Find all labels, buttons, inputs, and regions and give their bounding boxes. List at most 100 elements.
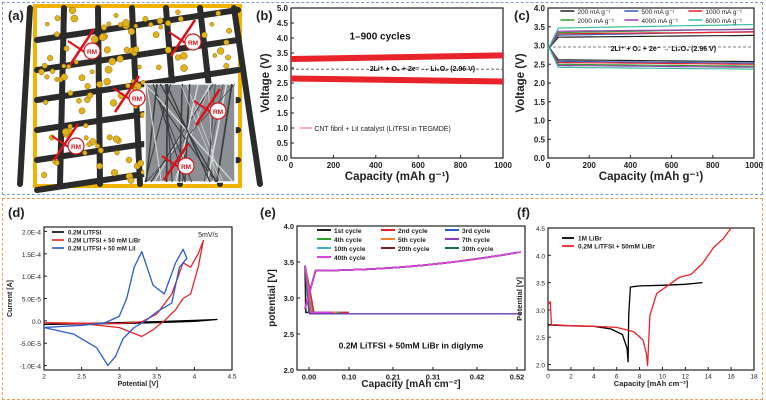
catalyst-particle (54, 15, 61, 22)
sem-fiber (207, 83, 215, 183)
y-tick-label: 3.5 (536, 281, 545, 288)
legend-label: 1st cycle (334, 228, 362, 235)
y-tick-label: 0.0 (32, 319, 41, 326)
redox-mediator-chain (169, 19, 197, 57)
y-tick-label: 2.0 (536, 363, 545, 370)
y-tick-label: 3.0 (284, 294, 294, 303)
panel-a: RM RM RM RM RM RM (17, 4, 263, 193)
series-discharge-0 (547, 45, 755, 63)
sem-fiber (216, 83, 233, 183)
y-tick-label: 2.5 (284, 330, 294, 339)
legend-label: 30th cycle (462, 246, 494, 253)
catalyst-particle (114, 150, 120, 156)
sem-fiber (146, 83, 162, 183)
sem-fiber (165, 83, 169, 183)
legend-label: 500 mA g⁻¹ (641, 9, 675, 16)
x-tick-label: 4 (592, 374, 596, 381)
x-tick-label: 3 (117, 374, 121, 381)
catalyst-particle (223, 39, 230, 46)
catalyst-particle (42, 99, 49, 105)
x-tick-label: 600 (412, 161, 426, 170)
y-tick-label: 1.5E-4 (22, 252, 42, 259)
y-tick-label: 1.0 (277, 124, 289, 133)
catalyst-particle (96, 81, 103, 88)
redox-mediator-chain (68, 28, 96, 66)
y-tick-label: 4.0 (277, 34, 289, 43)
catalyst-particle (137, 64, 142, 70)
y-tick-label: 4.0 (534, 4, 546, 13)
catalyst-particle (67, 90, 74, 96)
catalyst-particle (180, 52, 188, 60)
y-tick-label: 3.5 (277, 49, 289, 58)
charge-40th-cycle (304, 251, 522, 310)
x-tick-label: 14 (705, 374, 713, 381)
legend-label: 1000 mA g⁻¹ (705, 9, 743, 16)
x-tick-label: 0.52 (510, 373, 525, 382)
catalyst-particle (201, 31, 208, 39)
catalyst-particle (142, 16, 149, 22)
series-band-charge (290, 52, 504, 62)
y-tick-label: 5.0E-5 (22, 297, 42, 304)
cycles-annotation: 1–900 cycles (349, 32, 411, 43)
catalyst-particle (223, 62, 230, 69)
x-tick-label: 400 (624, 161, 638, 170)
sem-fiber (145, 83, 158, 183)
catalyst-particle (47, 55, 54, 62)
x-tick-label: 800 (454, 161, 468, 170)
x-tick-label: 4 (193, 374, 197, 381)
sem-fiber (186, 83, 224, 183)
y-tick-label: 1.0 (534, 117, 546, 126)
redox-mediator-bubble (177, 157, 195, 175)
x-tick-label: 0.00 (302, 373, 317, 382)
catalyst-particle (112, 135, 120, 143)
catalyst-particle (175, 9, 181, 15)
catalyst-particle (156, 17, 164, 25)
catalyst-particle (98, 33, 107, 42)
catalyst-particle (174, 54, 182, 61)
catalyst-particle (82, 150, 88, 156)
y-tick-label: 4.5 (277, 19, 289, 28)
series-1 (547, 227, 732, 367)
y-axis-label: Current [A] (7, 280, 14, 317)
y-tick-label: 2.0 (277, 94, 289, 103)
cv-series-2 (43, 248, 188, 367)
legend-label: 10th cycle (334, 246, 366, 253)
series-discharge-5 (547, 45, 755, 70)
y-tick-label: 3.5 (284, 258, 294, 267)
y-axis-label: Voltage (V) (260, 53, 272, 112)
y-tick-label: 1.5 (534, 98, 546, 107)
legend-label: 4000 mA g⁻¹ (641, 18, 679, 25)
x-axis-label: Capacity [mAh cm⁻²] (614, 379, 689, 388)
catalyst-particle (76, 98, 82, 104)
catalyst-particle (109, 99, 118, 107)
catalyst-particle (89, 69, 95, 75)
redox-mediator-marks: RM RM RM RM RM RM (51, 19, 227, 181)
sem-fibers (144, 83, 236, 183)
redox-mediator-bubble (209, 102, 227, 120)
y-tick-label: -5.0E-5 (20, 341, 42, 348)
chart-d: 2 2.5 3 3.5 4 4.5 -1.0E-4 -5.0E-5 0.0 5.0E-5 1.0E-… (7, 226, 237, 388)
catalyst-particle (132, 46, 140, 53)
legend-label: 1M LiBr (578, 236, 602, 243)
x-tick-label: 2 (42, 374, 46, 381)
y-tick-label: 2.0 (284, 366, 294, 375)
x-axis-label: Capacity (mAh g⁻¹) (599, 171, 704, 183)
catalyst-particle (83, 123, 89, 129)
chart-b: 0 200 400 600 800 1000 0.0 0.5 1.0 1.5 2.0 2.5 3.0 3.… (260, 4, 512, 183)
y-tick-label: 1.0E-4 (22, 274, 42, 281)
catalyst-particle (54, 31, 60, 38)
chart-e: 0.00 0.10 0.21 0.31 0.42 0.52 2.0 2.5 3.0 3.5 4.0 C… (267, 222, 526, 390)
catalyst-particle (61, 63, 67, 69)
y-tick-label: 3.0 (536, 308, 545, 315)
rm-label: RM (132, 96, 142, 103)
catalyst-particle (84, 96, 91, 103)
catalyst-particle (74, 60, 79, 65)
legend-label: 6000 mA g⁻¹ (705, 18, 743, 25)
y-tick-label: 0.5 (534, 135, 546, 144)
scan-rate-label: 5mV/s (198, 232, 218, 239)
catalyst-particle (49, 68, 56, 74)
legend-label: 2000 mA g⁻¹ (577, 18, 615, 25)
catalyst-particle (101, 24, 107, 31)
series-charge-2 (547, 31, 755, 50)
